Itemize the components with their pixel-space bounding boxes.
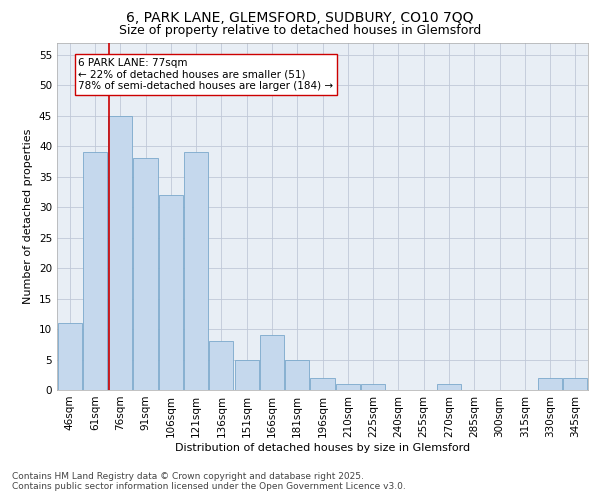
Bar: [133, 158, 158, 390]
Bar: [159, 195, 183, 390]
Bar: [361, 384, 385, 390]
Bar: [235, 360, 259, 390]
Bar: [260, 335, 284, 390]
Y-axis label: Number of detached properties: Number of detached properties: [23, 128, 34, 304]
Bar: [538, 378, 562, 390]
Bar: [310, 378, 335, 390]
Bar: [285, 360, 309, 390]
X-axis label: Distribution of detached houses by size in Glemsford: Distribution of detached houses by size …: [175, 442, 470, 452]
Bar: [108, 116, 132, 390]
Bar: [83, 152, 107, 390]
Text: Contains public sector information licensed under the Open Government Licence v3: Contains public sector information licen…: [12, 482, 406, 491]
Text: Contains HM Land Registry data © Crown copyright and database right 2025.: Contains HM Land Registry data © Crown c…: [12, 472, 364, 481]
Bar: [437, 384, 461, 390]
Text: 6, PARK LANE, GLEMSFORD, SUDBURY, CO10 7QQ: 6, PARK LANE, GLEMSFORD, SUDBURY, CO10 7…: [126, 11, 474, 25]
Bar: [184, 152, 208, 390]
Text: 6 PARK LANE: 77sqm
← 22% of detached houses are smaller (51)
78% of semi-detache: 6 PARK LANE: 77sqm ← 22% of detached hou…: [79, 58, 334, 91]
Bar: [58, 323, 82, 390]
Text: Size of property relative to detached houses in Glemsford: Size of property relative to detached ho…: [119, 24, 481, 37]
Bar: [209, 341, 233, 390]
Bar: [563, 378, 587, 390]
Bar: [336, 384, 360, 390]
